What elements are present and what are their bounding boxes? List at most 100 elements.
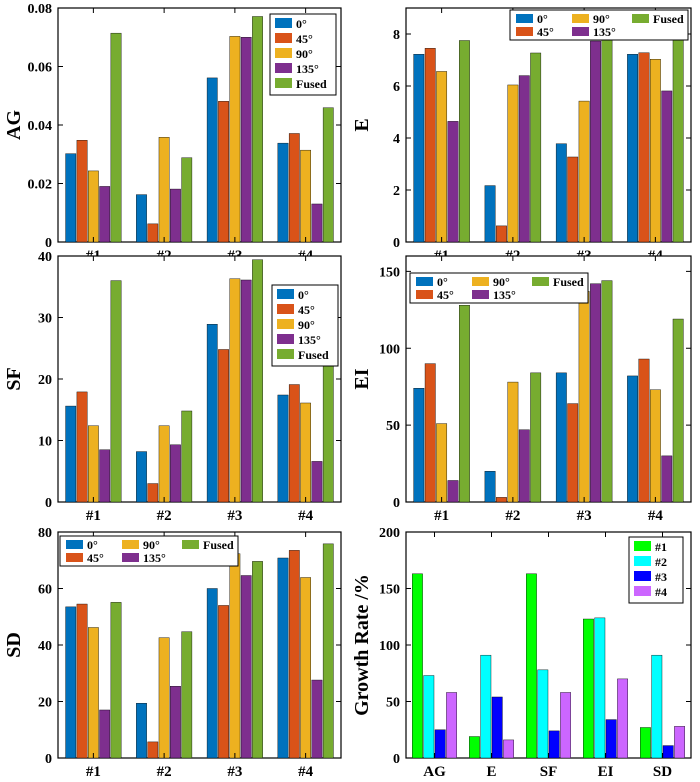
bar-90deg-4 [649,389,661,503]
bar-fused-2 [181,410,193,503]
legend: 0°45°90°135°Fused [269,13,337,96]
chart-panel-1: 00.020.040.060.08#1#2#3#4AG0°45°90°135°F… [3,2,342,264]
bar-135deg-1 [447,480,459,503]
legend: 0°45°90°135°Fused [271,284,339,367]
bar-fused-3 [252,259,263,503]
bar-45deg-2 [147,223,159,243]
bar-45deg-4 [638,358,650,503]
bar-45deg-2 [147,483,159,503]
y-tick-label: 80 [38,526,52,541]
y-axis-label: EI [351,368,373,389]
legend-box [59,535,239,567]
x-tick-label: E [486,764,496,780]
legend-label: Fused [296,77,327,91]
bar-0deg-2 [484,471,496,503]
bar-fused-2 [530,372,542,503]
bar-90deg-4 [300,402,311,503]
bar-135deg-3 [240,37,252,243]
legend-swatch-0deg [275,18,292,28]
x-tick-label: #1 [86,764,101,780]
bar-90deg-3 [229,278,241,503]
bar-0deg-2 [136,194,147,243]
x-tick-label: #3 [577,508,592,524]
legend-swatch-0deg [277,289,294,299]
y-axis-label: E [351,118,373,131]
legend-swatch-g4 [634,586,651,596]
legend-label: #4 [655,585,667,599]
bar-135deg-4 [311,461,323,503]
y-tick-label: 8 [393,28,400,43]
y-tick-label: 0.04 [28,119,53,134]
bar-135deg-2 [170,444,181,503]
bar-135deg-3 [240,279,252,503]
legend-label: #2 [655,555,667,569]
bar-fused-2 [181,631,193,759]
legend-box [509,9,689,41]
bar-g1-2 [469,736,480,759]
x-tick-label: #2 [157,508,172,524]
legend-swatch-135deg [122,553,139,562]
bar-g4-3 [560,692,572,759]
bar-fused-3 [252,16,263,243]
bar-45deg-3 [218,349,229,503]
bar-45deg-1 [424,363,436,503]
y-tick-label: 0.02 [28,178,53,193]
bar-45deg-1 [76,140,88,243]
bar-90deg-2 [507,381,519,503]
legend: #1#2#3#4 [628,536,684,604]
bar-90deg-1 [88,425,99,503]
bar-0deg-3 [206,324,218,503]
y-tick-label: 30 [38,312,52,327]
y-tick-label: 40 [38,250,52,265]
x-tick-label: EI [598,764,614,780]
bar-fused-4 [322,107,334,243]
y-axis-label: AG [3,110,25,140]
bar-90deg-4 [649,59,661,243]
bar-90deg-4 [300,149,311,243]
legend-swatch-90deg [275,48,292,58]
x-tick-label: AG [423,764,446,780]
bar-45deg-4 [288,384,300,503]
bar-0deg-2 [136,702,147,759]
chart-panel-5: 0 20 40 60 80 #1 #2 #3 #4 SD 0°45° 90°135° Fused [3,526,342,780]
legend-label: #3 [655,570,667,584]
bar-0deg-3 [206,77,218,243]
bar-g4-2 [503,739,514,759]
bar-fused-3 [601,280,613,503]
legend-label: 135° [298,333,321,347]
bar-135deg-2 [170,188,181,243]
legend-swatch-0deg [66,540,83,549]
bar-0deg-1 [65,153,77,243]
legend-swatch-90deg [277,319,294,329]
legend-swatch-fused [277,349,294,359]
bar-135deg-1 [99,449,111,503]
x-tick-label: #1 [434,508,449,524]
legend-label: Fused [203,538,234,552]
legend-swatch-135deg [277,334,294,344]
y-tick-label: 200 [379,526,400,541]
bar-fused-1 [459,40,470,243]
y-tick-label: 0 [393,752,400,767]
legend: 0°45°90°135°Fused [59,535,239,567]
legend-label: 135° [296,62,319,76]
legend-swatch-g3 [634,571,651,581]
legend-swatch-fused [182,540,199,549]
bar-45deg-2 [147,741,159,759]
bar-g2-3 [537,669,549,759]
legend-swatch-g2 [634,556,651,566]
bar-45deg-2 [496,497,507,503]
bar-g2-4 [594,617,606,759]
bar-g2-1 [423,675,435,759]
bar-45deg-2 [496,225,507,243]
bar-g1-3 [526,573,537,759]
bar-fused-4 [322,543,334,759]
bar-45deg-4 [288,133,300,243]
x-tick-label: SF [540,764,558,780]
bar-0deg-3 [555,372,567,503]
bar-fused-1 [110,602,122,759]
bar-g1-4 [583,618,594,759]
x-tick-label: #1 [86,508,101,524]
bar-90deg-3 [229,36,241,243]
legend-box [409,272,589,304]
bar-135deg-4 [661,90,673,243]
